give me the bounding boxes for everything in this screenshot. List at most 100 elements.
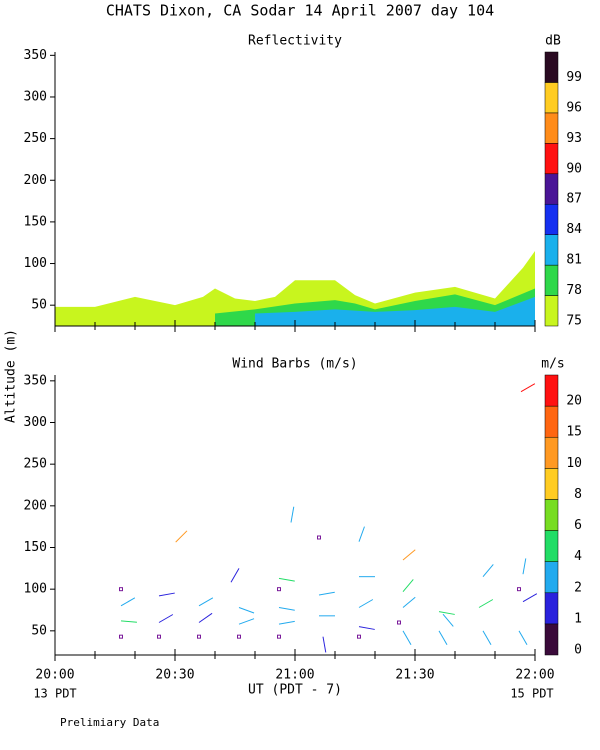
wind-barb: [438, 630, 448, 645]
colorbar-unit: dB: [545, 34, 561, 49]
x-tick-label: 22:00: [515, 668, 554, 683]
colorbar-box: [544, 592, 559, 625]
colorbar-unit: m/s: [541, 357, 564, 372]
colorbar-label: 78: [566, 283, 582, 298]
wind-barb: [358, 626, 375, 630]
colorbar-label: 81: [566, 253, 582, 268]
panel-title: Reflectivity: [248, 34, 342, 49]
wind-barb: [238, 618, 255, 625]
wind-barb: [358, 526, 365, 542]
colorbar-box: [544, 530, 559, 562]
calm-marker: [317, 535, 321, 540]
calm-marker: [237, 634, 241, 639]
calm-marker: [197, 634, 201, 639]
y-tick-label: 50: [31, 298, 47, 313]
colorbar-label: 8: [574, 487, 582, 502]
colorbar-box: [544, 405, 559, 438]
wind-barb: [520, 383, 536, 393]
y-tick-label: 250: [24, 457, 47, 472]
y-tick-label: 350: [24, 48, 47, 63]
x-tick-label: 21:30: [395, 668, 434, 683]
colorbar-label: 2: [574, 580, 582, 595]
wind-barb: [278, 607, 295, 611]
colorbar-box: [544, 374, 559, 407]
y-tick-label: 150: [24, 214, 47, 229]
colorbar-box: [544, 173, 559, 205]
y-tick-label: 100: [24, 256, 47, 271]
colorbar-box: [544, 82, 559, 114]
wind-barb: [518, 630, 528, 645]
calm-marker: [119, 587, 123, 592]
wind-barb: [402, 579, 414, 592]
wind-barb: [402, 549, 416, 561]
y-tick-label: 50: [31, 623, 47, 638]
y-tick-label: 200: [24, 498, 47, 513]
wind-barb: [442, 613, 454, 627]
wind-barb: [158, 614, 174, 623]
wind-barb: [290, 506, 295, 523]
wind-barb: [158, 592, 175, 597]
colorbar-label: 87: [566, 192, 582, 207]
wind-barb: [402, 596, 416, 608]
y-tick-label: 300: [24, 415, 47, 430]
colorbar-box: [544, 623, 559, 656]
calm-marker: [357, 634, 361, 639]
x-start-label: 13 PDT: [33, 687, 76, 701]
wind-barb: [482, 630, 492, 645]
wind-barb: [120, 597, 136, 607]
colorbar-box: [544, 499, 559, 531]
y-tick-label: 350: [24, 373, 47, 388]
x-tick-label: 21:00: [275, 668, 314, 683]
colorbar-box: [544, 295, 559, 327]
colorbar-label: 0: [574, 643, 582, 658]
colorbar-label: 84: [566, 222, 582, 237]
wind-barb: [198, 597, 214, 607]
wind-barb: [230, 568, 240, 583]
calm-marker: [397, 620, 401, 625]
colorbar-box: [544, 143, 559, 175]
colorbar-label: 99: [566, 70, 582, 85]
calm-marker: [157, 634, 161, 639]
colorbar-box: [544, 561, 559, 594]
colorbar-box: [544, 264, 559, 296]
colorbar-label: 10: [566, 456, 582, 471]
colorbar-box: [544, 51, 559, 83]
calm-marker: [119, 634, 123, 639]
x-tick-label: 20:30: [155, 668, 194, 683]
wind-barb: [318, 591, 335, 596]
colorbar-box: [544, 112, 559, 144]
wind-barb: [522, 558, 527, 575]
colorbar-box: [544, 468, 559, 500]
x-tick-label: 20:00: [35, 668, 74, 683]
y-axis-label: Altitude (m): [4, 329, 19, 423]
wind-barb: [198, 612, 213, 623]
colorbar-box: [544, 436, 559, 469]
colorbar-label: 20: [566, 394, 582, 409]
colorbar-label: 15: [566, 425, 582, 440]
wind-barb: [438, 611, 455, 615]
main-title: CHATS Dixon, CA Sodar 14 April 2007 day …: [106, 2, 494, 20]
calm-marker: [277, 587, 281, 592]
wind-barb: [358, 599, 374, 608]
panel-title: Wind Barbs (m/s): [232, 357, 357, 372]
wind-barb: [278, 577, 295, 582]
wind-barb: [402, 630, 412, 645]
wind-barb: [522, 593, 538, 603]
wind-barb: [482, 564, 494, 577]
wind-barb: [175, 530, 188, 543]
contour-band: [255, 296, 535, 326]
colorbar-box: [544, 203, 559, 235]
colorbar-label: 90: [566, 161, 582, 176]
colorbar-label: 75: [566, 314, 582, 329]
y-tick-label: 250: [24, 131, 47, 146]
x-axis-label: UT (PDT - 7): [248, 683, 342, 698]
colorbar-label: 96: [566, 100, 582, 115]
colorbar-label: 4: [574, 549, 582, 564]
calm-marker: [517, 587, 521, 592]
colorbar-label: 1: [574, 611, 582, 626]
y-tick-label: 300: [24, 89, 47, 104]
colorbar-label: 93: [566, 131, 582, 146]
wind-barb: [478, 599, 494, 608]
colorbar-label: 6: [574, 518, 582, 533]
